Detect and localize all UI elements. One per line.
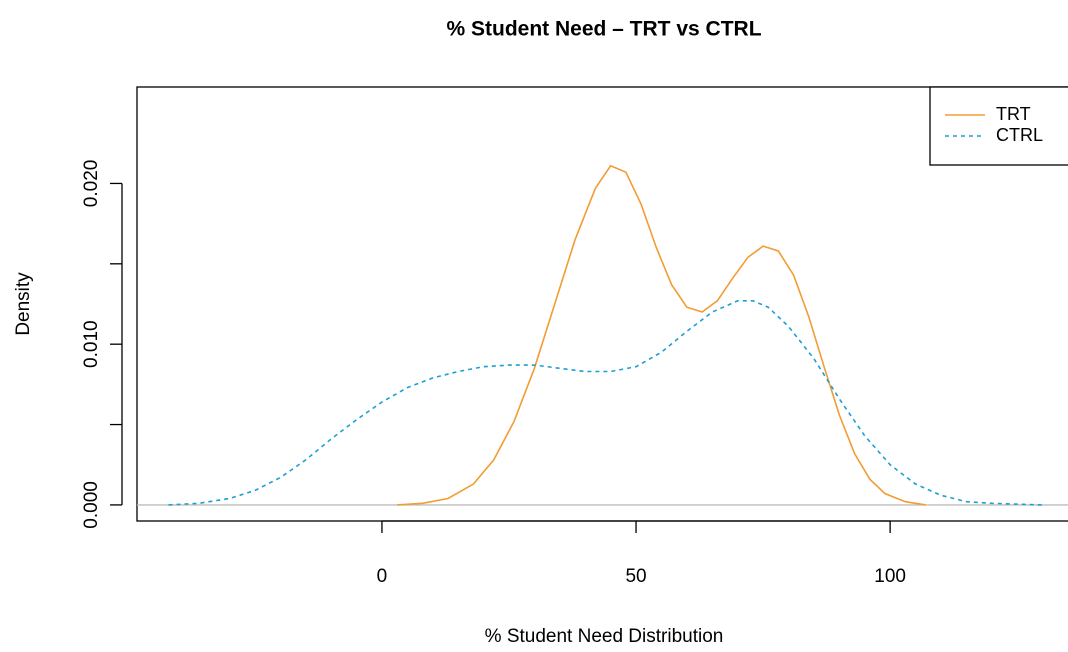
y-tick-label: 0.020: [81, 160, 102, 208]
legend-box: [929, 86, 1068, 166]
y-axis-label: Density: [13, 272, 34, 336]
x-tick-label: 50: [625, 566, 646, 587]
x-tick-label: 100: [874, 566, 906, 587]
x-axis-label: % Student Need Distribution: [485, 626, 724, 647]
x-tick-label: 0: [377, 566, 388, 587]
density-line: [397, 164, 926, 506]
y-tick-label: 0.010: [81, 320, 102, 368]
plot-frame: [136, 86, 1068, 522]
legend-label: CTRL: [996, 125, 1043, 145]
density-line: [168, 299, 1043, 506]
chart-title: % Student Need – TRT vs CTRL: [446, 18, 761, 41]
y-tick-label: 0.000: [81, 481, 102, 529]
legend-label: TRT: [996, 104, 1031, 124]
